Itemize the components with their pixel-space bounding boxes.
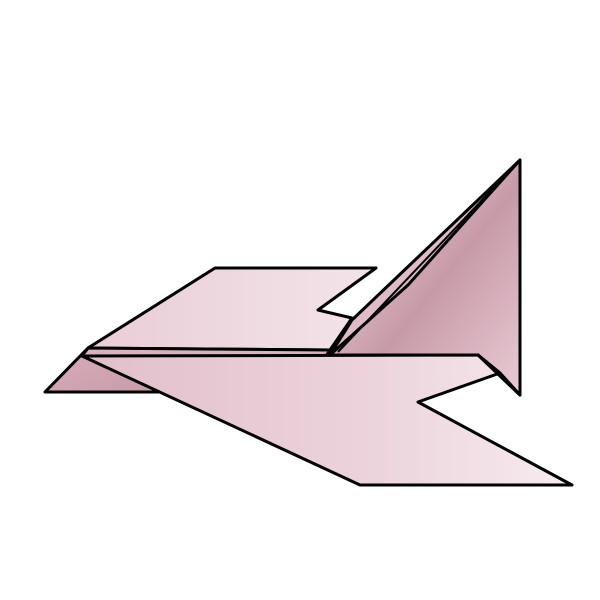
upper-wing <box>86 266 378 352</box>
tail-crease <box>337 159 521 353</box>
tail-base-wedge <box>476 353 522 397</box>
